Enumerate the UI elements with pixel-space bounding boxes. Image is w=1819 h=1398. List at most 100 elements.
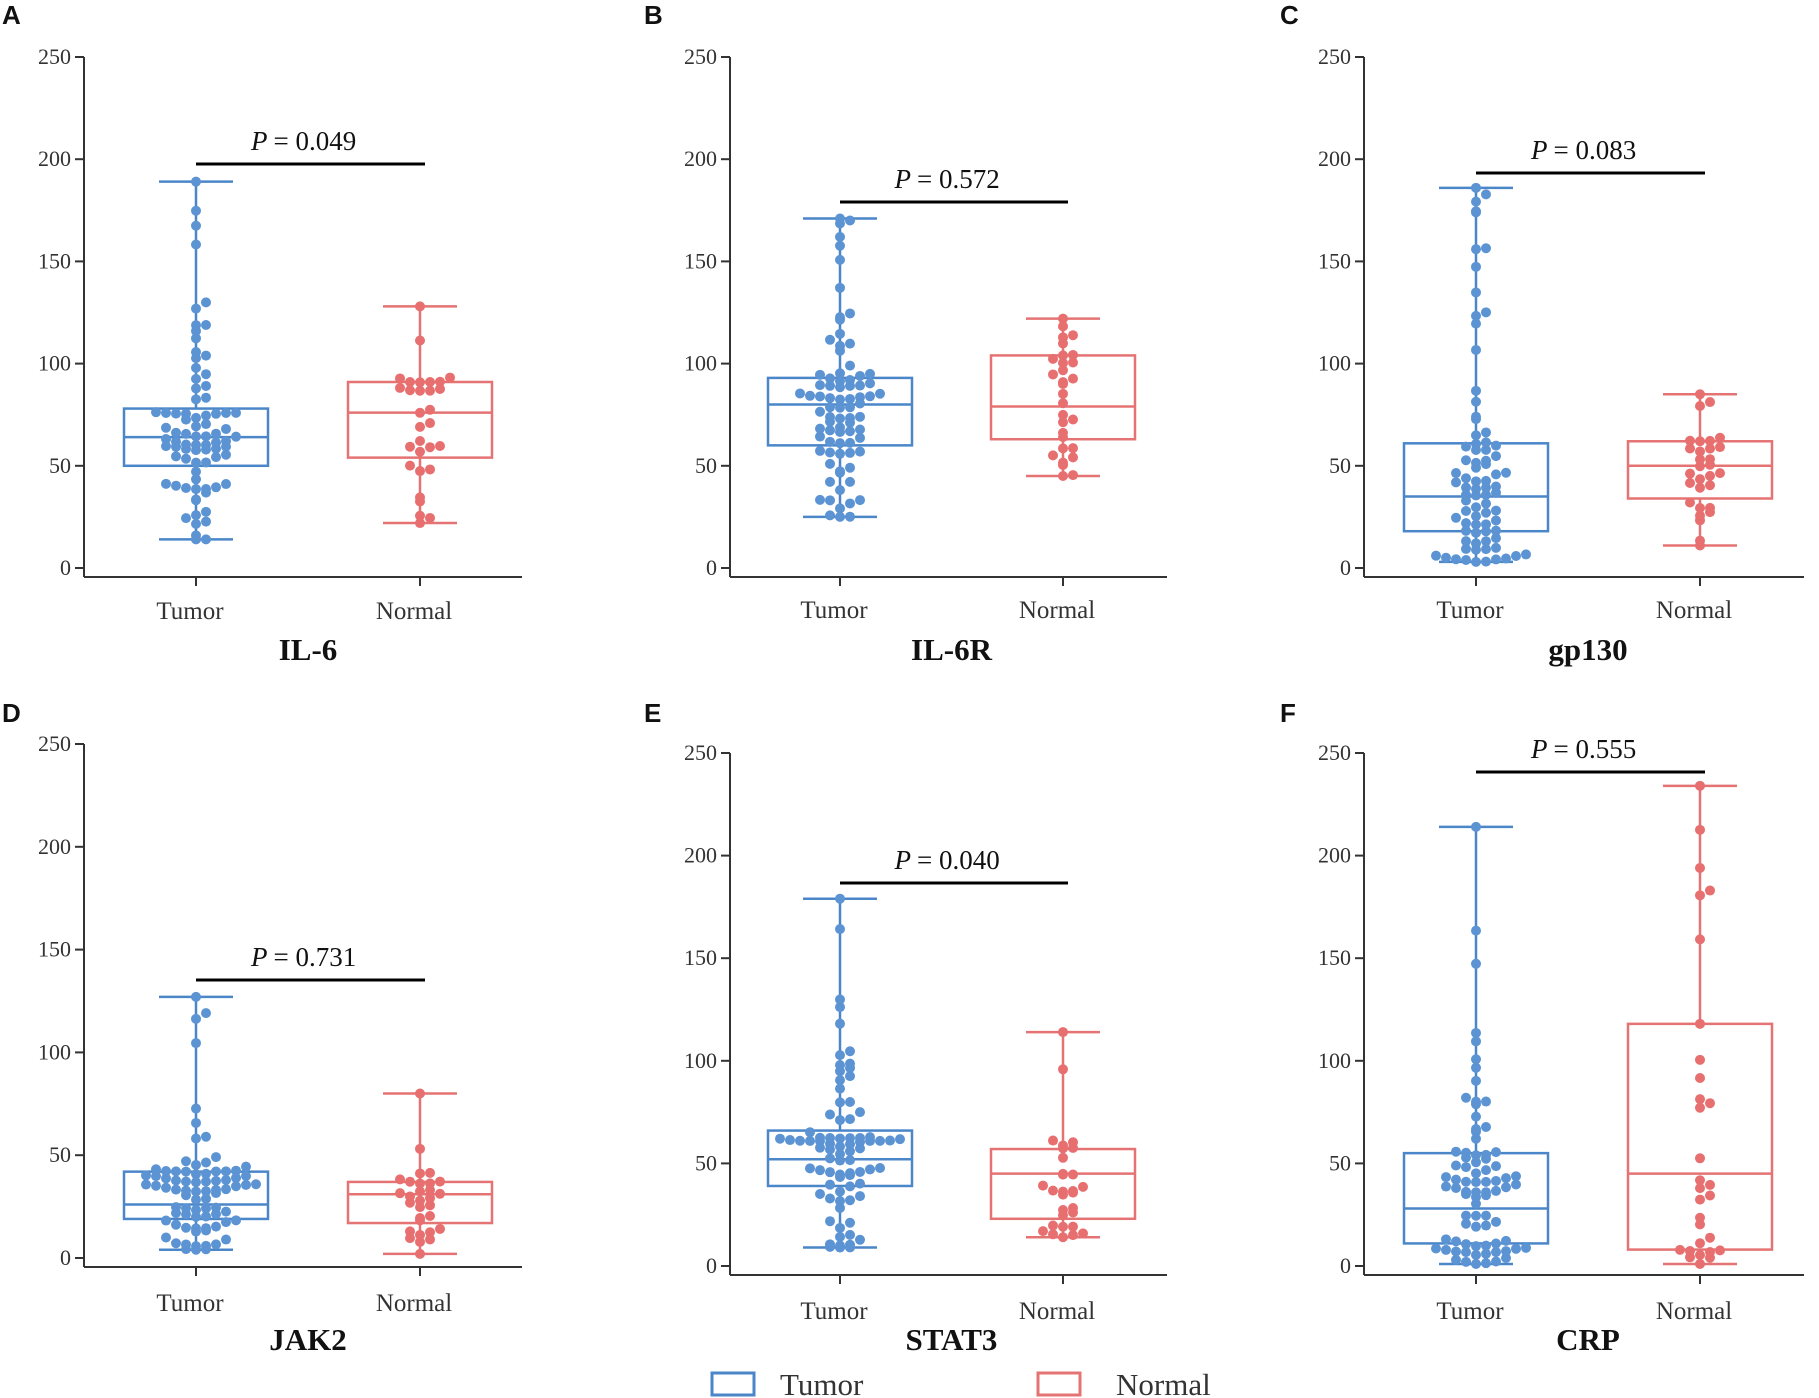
data-point [1058,457,1068,468]
data-point [1461,518,1471,529]
data-point [865,378,875,389]
data-point [425,442,435,453]
data-point [835,1141,845,1152]
chart-title: IL-6 [279,632,338,667]
legend-swatch-normal [1036,1371,1082,1397]
data-point [221,1234,231,1245]
data-point [191,1133,201,1144]
data-point [405,1191,415,1202]
data-point [1695,401,1705,412]
data-point [1461,554,1471,565]
data-point [1685,497,1695,508]
data-point [875,1163,885,1174]
data-point [1471,958,1481,969]
y-tick-label: 150 [1318,945,1351,970]
data-point [1471,206,1481,217]
data-point [865,1132,875,1143]
y-tick-label: 200 [684,843,717,868]
data-point [1695,1094,1705,1105]
data-point [1058,388,1068,399]
y-tick-label: 100 [1318,1048,1351,1073]
data-point [161,1232,171,1243]
data-point [1481,1220,1491,1231]
data-point [835,282,845,293]
data-point [1501,1246,1511,1257]
data-point [181,439,191,450]
data-point [1481,1187,1491,1198]
data-point [1511,1243,1521,1254]
data-point [415,466,425,477]
data-point [191,1211,201,1222]
p-value: = 0.731 [274,942,357,972]
data-point [1058,365,1068,376]
y-tick-label: 200 [684,146,717,171]
data-point [1695,1250,1705,1260]
p-value: = 0.049 [274,126,357,156]
data-point [415,435,425,446]
panel-letter: A [2,0,21,30]
data-point [1078,1181,1088,1192]
data-point [1471,344,1481,355]
data-point [1461,1247,1471,1258]
data-point [835,231,845,242]
data-point [405,1226,415,1237]
legend-label-tumor: Tumor [780,1367,864,1398]
data-point [181,453,191,464]
data-point [825,412,835,423]
data-point [1058,1027,1068,1038]
data-point [191,383,201,394]
data-point [1481,544,1491,555]
data-point [1705,885,1715,896]
data-point [1048,1185,1058,1196]
data-point [425,1200,435,1211]
data-point [211,1166,221,1177]
data-point [191,439,201,450]
data-point [1695,1072,1705,1083]
data-point [815,445,825,456]
data-point [201,1008,211,1019]
data-point [1501,1182,1511,1193]
data-point [1705,502,1715,513]
data-point [201,431,211,442]
data-point [1481,1096,1491,1107]
data-point [1695,446,1705,457]
data-point [1685,443,1695,454]
data-point [161,1215,171,1226]
data-point [425,1178,435,1189]
data-point [1058,321,1068,332]
data-point [201,392,211,403]
data-point [795,1135,805,1146]
data-point [835,503,845,514]
p-symbol: P [1530,734,1548,764]
data-point [855,432,865,443]
data-point [1471,821,1481,832]
data-point [1695,1175,1705,1186]
data-point [1461,1147,1471,1158]
data-point [191,220,201,231]
data-point [845,1096,855,1107]
data-point [1715,432,1725,443]
data-point [231,431,241,442]
data-point [191,530,201,541]
data-point [1471,476,1481,487]
p-value-label: P = 0.731 [250,942,356,972]
chart-title: gp130 [1548,632,1627,667]
data-point [191,1186,201,1197]
data-point [1705,1179,1715,1190]
data-point [211,1239,221,1250]
x-tick-label: Tumor [800,1298,868,1325]
data-point [845,1114,855,1125]
data-point [1441,552,1451,563]
data-point [1705,1190,1715,1201]
data-point [815,1132,825,1143]
data-point [845,1046,855,1057]
data-point [1471,1210,1481,1221]
data-point [1695,1153,1705,1164]
data-point [415,1143,425,1154]
data-point [191,1204,201,1215]
data-point [845,447,855,458]
data-point [1481,444,1491,455]
data-point [1068,443,1078,454]
data-point [1058,1168,1068,1179]
